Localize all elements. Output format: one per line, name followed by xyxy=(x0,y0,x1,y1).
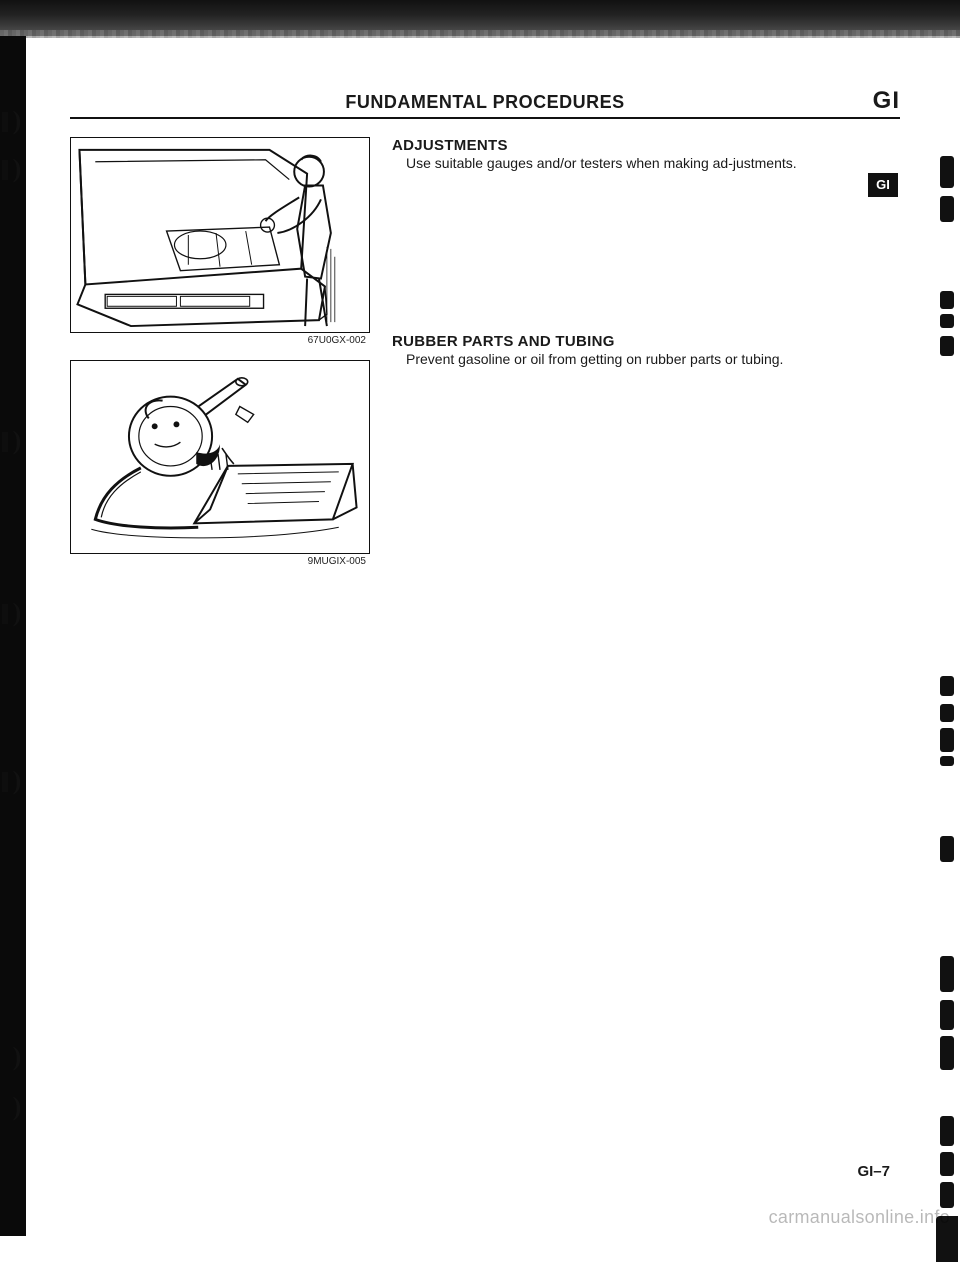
header-section-code: GI xyxy=(873,87,900,115)
figure-rubber-parts xyxy=(70,360,370,554)
binder-mark xyxy=(6,602,28,628)
figure-adjustments-id: 67U0GX-002 xyxy=(70,333,370,346)
figure-rubber-parts-svg xyxy=(71,361,369,553)
figure-adjustments-svg xyxy=(71,138,369,332)
header-title: FUNDAMENTAL PROCEDURES xyxy=(70,92,900,113)
text-column: ADJUSTMENTS Use suitable gauges and/or t… xyxy=(392,137,900,369)
watermark: carmanualsonline.info xyxy=(769,1207,950,1228)
figures-column: 67U0GX-002 xyxy=(70,137,370,567)
section-adjustments-title: ADJUSTMENTS xyxy=(392,137,892,154)
scan-top-band xyxy=(0,0,960,36)
section-rubber-parts-body: Prevent gasoline or oil from getting on … xyxy=(392,350,892,369)
figure-rubber-parts-id: 9MUGIX-005 xyxy=(70,554,370,567)
section-rubber-parts-title: RUBBER PARTS AND TUBING xyxy=(392,333,892,350)
figure-adjustments xyxy=(70,137,370,333)
section-adjustments: ADJUSTMENTS Use suitable gauges and/or t… xyxy=(392,137,892,173)
section-rubber-parts: RUBBER PARTS AND TUBING Prevent gasoline… xyxy=(392,333,892,369)
binder-mark xyxy=(6,770,28,796)
binder-mark xyxy=(6,1046,28,1072)
binder-mark xyxy=(6,430,28,456)
binder-mark xyxy=(6,158,28,184)
page-header: FUNDAMENTAL PROCEDURES GI xyxy=(70,92,900,119)
page-number: GI–7 xyxy=(857,1163,890,1180)
binder-mark xyxy=(6,1096,28,1122)
content-columns: 67U0GX-002 xyxy=(70,137,900,567)
section-adjustments-body: Use suitable gauges and/or testers when … xyxy=(392,154,892,173)
section-tab-badge: GI xyxy=(868,173,898,197)
binder-mark xyxy=(6,110,28,136)
page-content: FUNDAMENTAL PROCEDURES GI xyxy=(26,36,960,1236)
